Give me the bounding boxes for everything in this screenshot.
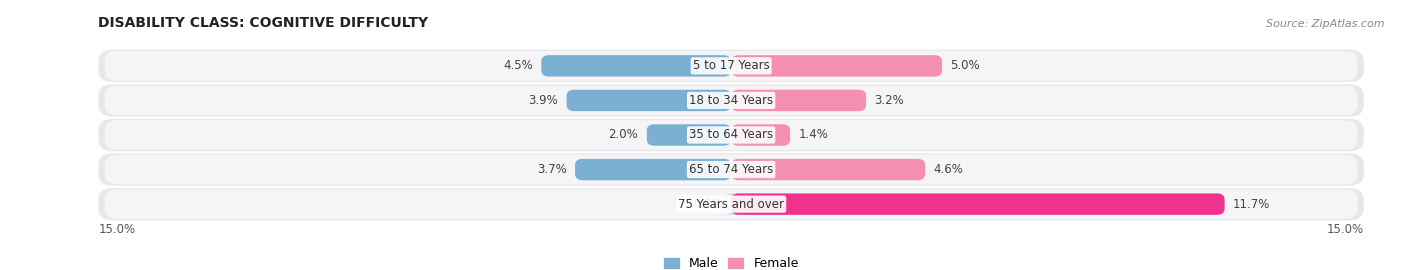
Text: 1.4%: 1.4% xyxy=(799,129,828,141)
Text: 3.9%: 3.9% xyxy=(529,94,558,107)
Text: 18 to 34 Years: 18 to 34 Years xyxy=(689,94,773,107)
FancyBboxPatch shape xyxy=(105,120,1357,150)
FancyBboxPatch shape xyxy=(731,90,866,111)
Text: 3.7%: 3.7% xyxy=(537,163,567,176)
FancyBboxPatch shape xyxy=(105,86,1357,115)
FancyBboxPatch shape xyxy=(98,50,1364,82)
Text: DISABILITY CLASS: COGNITIVE DIFFICULTY: DISABILITY CLASS: COGNITIVE DIFFICULTY xyxy=(98,16,429,30)
Text: 0.0%: 0.0% xyxy=(693,198,723,211)
FancyBboxPatch shape xyxy=(98,153,1364,186)
FancyBboxPatch shape xyxy=(105,189,1357,219)
FancyBboxPatch shape xyxy=(98,119,1364,151)
FancyBboxPatch shape xyxy=(105,155,1357,184)
FancyBboxPatch shape xyxy=(647,124,731,146)
FancyBboxPatch shape xyxy=(98,84,1364,117)
FancyBboxPatch shape xyxy=(105,51,1357,81)
Text: 5.0%: 5.0% xyxy=(950,59,980,72)
FancyBboxPatch shape xyxy=(731,124,790,146)
Text: 15.0%: 15.0% xyxy=(98,223,135,236)
FancyBboxPatch shape xyxy=(731,55,942,77)
Text: 4.6%: 4.6% xyxy=(934,163,963,176)
Text: 11.7%: 11.7% xyxy=(1233,198,1271,211)
Text: 75 Years and over: 75 Years and over xyxy=(678,198,785,211)
Text: 5 to 17 Years: 5 to 17 Years xyxy=(693,59,769,72)
FancyBboxPatch shape xyxy=(724,193,738,215)
Text: 15.0%: 15.0% xyxy=(1327,223,1364,236)
Text: 3.2%: 3.2% xyxy=(875,94,904,107)
Text: 2.0%: 2.0% xyxy=(609,129,638,141)
Text: 35 to 64 Years: 35 to 64 Years xyxy=(689,129,773,141)
Text: Source: ZipAtlas.com: Source: ZipAtlas.com xyxy=(1267,19,1385,29)
FancyBboxPatch shape xyxy=(575,159,731,180)
FancyBboxPatch shape xyxy=(541,55,731,77)
FancyBboxPatch shape xyxy=(731,193,1225,215)
Legend: Male, Female: Male, Female xyxy=(664,258,799,270)
Text: 4.5%: 4.5% xyxy=(503,59,533,72)
FancyBboxPatch shape xyxy=(98,188,1364,220)
FancyBboxPatch shape xyxy=(567,90,731,111)
FancyBboxPatch shape xyxy=(731,159,925,180)
Text: 65 to 74 Years: 65 to 74 Years xyxy=(689,163,773,176)
